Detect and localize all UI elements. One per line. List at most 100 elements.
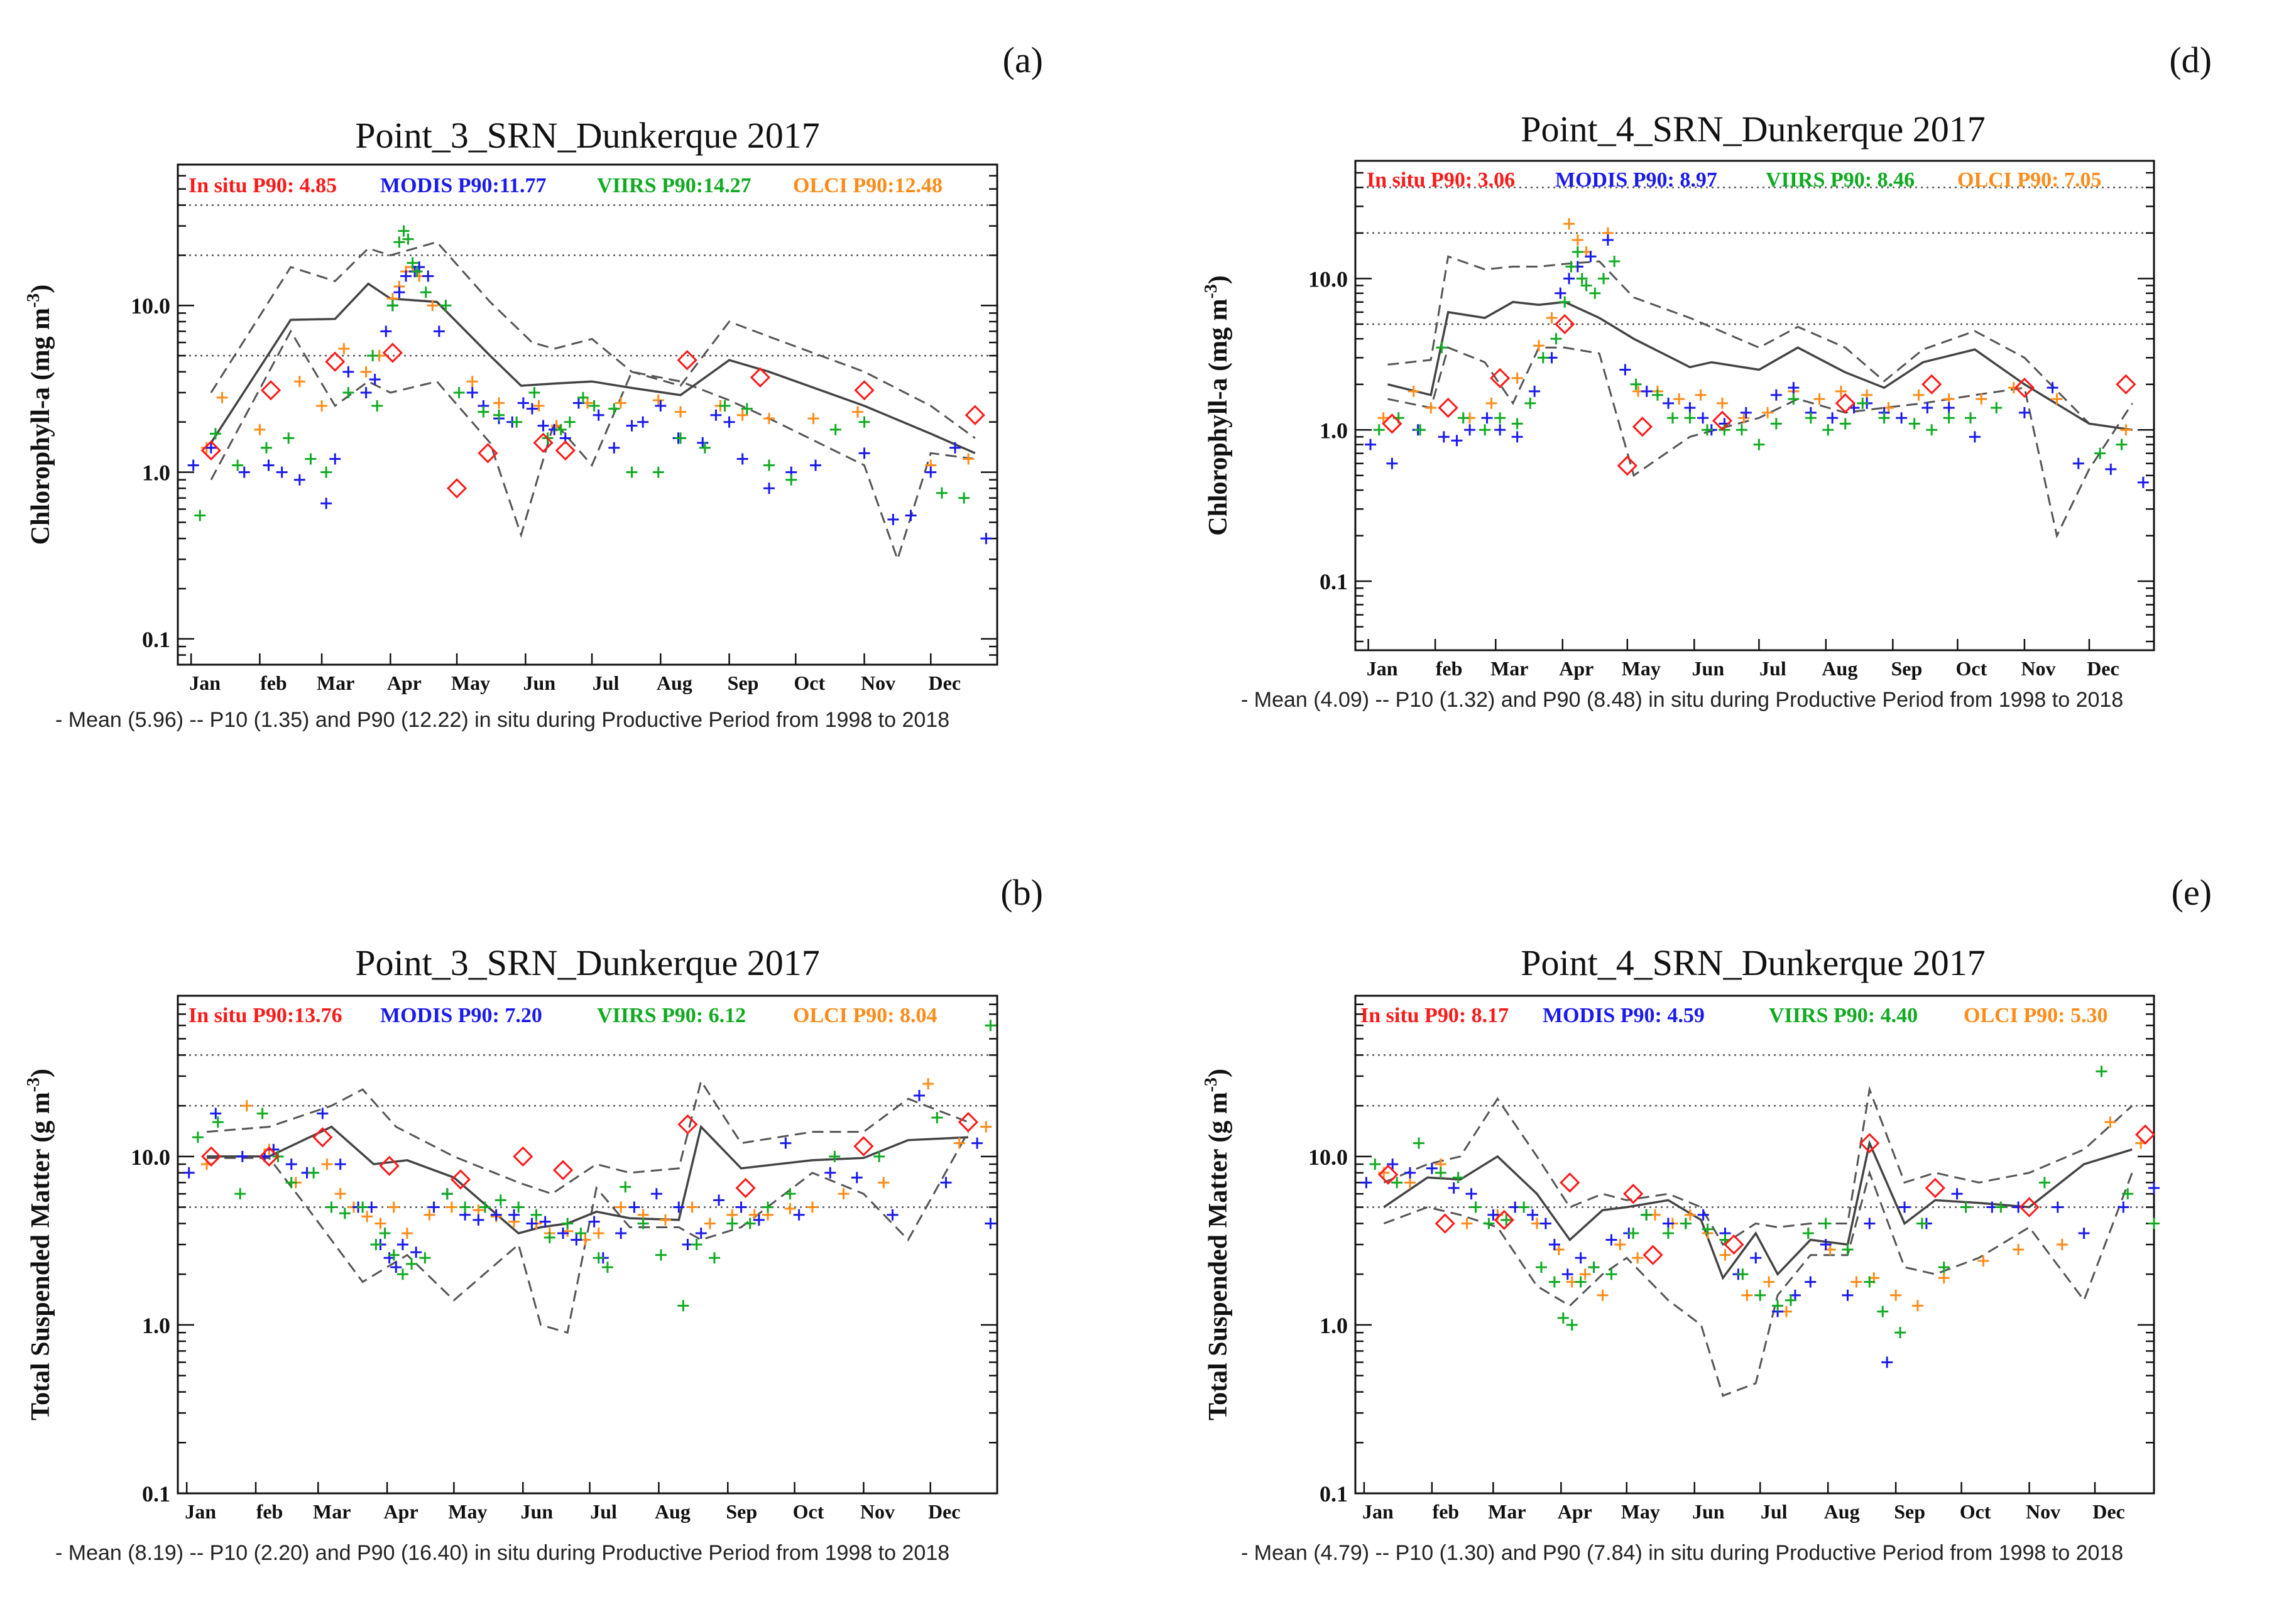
olci-point [615,397,626,409]
month-label: Jun [520,1500,553,1523]
insitu-point [1623,1184,1644,1204]
y-axis-label-text: Chlorophyll-a (mg m [26,308,55,545]
modis-point [1899,1201,1911,1213]
modis-point [1360,1177,1372,1189]
month-label: Sep [728,672,759,694]
viirs-point [1820,1218,1832,1229]
p10-line [210,329,975,563]
olci-point [1913,389,1925,401]
month-label: feb [260,672,287,694]
modis-point [393,286,405,298]
modis-point [1555,287,1566,299]
modis-point [539,1216,551,1228]
modis-point [276,466,288,478]
viirs-point [1494,412,1506,424]
y-tick-label: 1.0 [1320,418,1348,443]
chart-title: Point_3_SRN_Dunkerque 2017 [355,942,820,983]
month-label: May [1621,1500,1660,1523]
modis-point [673,1201,685,1213]
viirs-point [479,1201,491,1213]
viirs-point [1916,1218,1928,1229]
modis-point [422,270,434,282]
modis-point [400,270,412,282]
modis-point [1750,1252,1762,1264]
modis-point [628,1201,640,1213]
insitu-point [1490,368,1511,388]
y-axis-label-text: Total Suspended Matter (g m [26,1092,55,1420]
viirs-point [511,416,523,428]
month-label: Jan [1362,1500,1394,1523]
viirs-point [1566,1319,1578,1331]
viirs-point [1684,412,1696,424]
modis-point [695,1228,707,1240]
modis-point [526,403,538,415]
y-tick-label: 10.0 [1308,266,1348,292]
stat-olci: OLCI P90: 7.05 [1957,168,2102,192]
month-label: Aug [1824,1500,1860,1523]
olci-point [427,300,439,312]
modis-point [887,1209,899,1221]
insitu-point [2019,1197,2040,1218]
viirs-point [1754,1289,1766,1301]
modis-point [1438,431,1450,443]
olci-point [1378,1167,1390,1179]
panel-d-chlorophyll-point-4: (d) Point_4_SRN_Dunkerque 2017 0.1 1.0 10.0 J… [1201,40,2212,712]
insitu-point [200,440,221,461]
y-axis-label-end: ) [1204,1069,1233,1077]
modis-point [2148,1182,2160,1194]
insitu-point [1555,313,1575,335]
modis-point [433,325,445,337]
viirs-point [1518,1201,1530,1213]
olci-point [2013,1244,2025,1256]
viirs-point [1772,1300,1784,1312]
viirs-point [212,1116,224,1128]
modis-point [2137,476,2149,488]
p90-line [206,1079,969,1195]
modis-point [710,409,722,421]
viirs-point [719,400,731,411]
modis-point [949,442,961,454]
mean-line [210,282,976,454]
olci-point [1461,1218,1473,1229]
viirs-point [192,1131,204,1143]
panel-b-tsm-point-3: (b) Point_3_SRN_Dunkerque 2017 0.1 1.0 10.0 J… [24,872,1043,1565]
viirs-point [1857,397,1869,409]
modis-point [1487,1209,1499,1221]
viirs-point [829,423,841,435]
stat-modis: MODIS P90: 8.97 [1555,168,1717,192]
insitu-point [1712,410,1733,431]
viirs-point [478,406,489,418]
month-label: Oct [1960,1500,1991,1523]
modis-point [1605,1234,1617,1246]
modis-point [723,416,735,428]
month-label: May [451,672,490,694]
viirs-point [1641,1209,1653,1221]
modis-point [1365,439,1377,450]
viirs-point [1894,1327,1906,1339]
modis-point [205,442,217,454]
olci-point [1632,1252,1644,1264]
modis-point [1896,412,1908,424]
viirs-point [1550,333,1562,345]
modis-point [428,1201,440,1213]
olci-point [980,1121,992,1133]
viirs-point [1627,1228,1639,1240]
modis-point [285,1158,297,1170]
modis-point [697,437,709,449]
olci-point [1572,234,1583,246]
modis-point [396,1239,408,1250]
month-label: feb [256,1500,283,1523]
mean-line [1383,1139,2133,1280]
modis-point [187,459,199,471]
olci-point [736,409,748,421]
olci-point [1850,1276,1862,1288]
modis-point [334,1158,346,1170]
viirs-point [386,300,398,312]
panel-letter: (e) [2172,872,2212,913]
viirs-point [985,1020,997,1032]
viirs-point [194,510,206,521]
insitu-point [1438,397,1458,418]
viirs-point [601,1262,613,1273]
viirs-point [1651,389,1663,401]
insitu-point [533,432,554,453]
